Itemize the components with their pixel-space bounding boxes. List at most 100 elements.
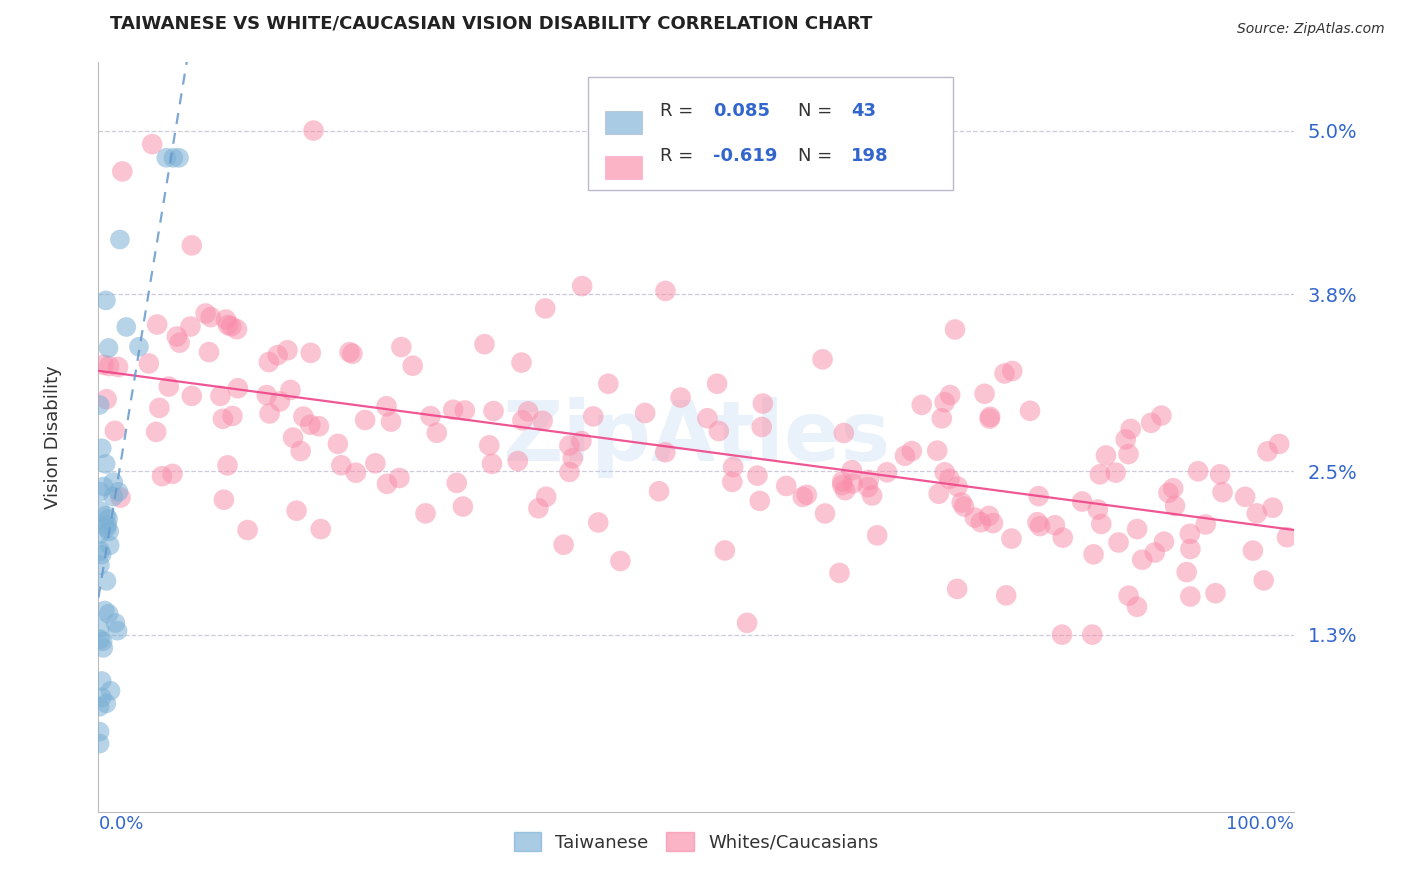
Point	[339, 345, 361, 359]
Point	[169, 335, 191, 350]
Point	[1119, 422, 1142, 436]
Point	[91, 634, 114, 648]
Text: 198: 198	[852, 147, 889, 165]
Point	[326, 437, 349, 451]
Point	[299, 417, 322, 432]
Point	[582, 409, 605, 424]
Point	[977, 508, 1000, 523]
Point	[860, 489, 883, 503]
Point	[811, 352, 834, 367]
Point	[1083, 547, 1105, 561]
Point	[1052, 531, 1074, 545]
Point	[97, 512, 120, 526]
Point	[1001, 364, 1024, 378]
Point	[1026, 515, 1049, 529]
Point	[943, 322, 966, 336]
Text: N =: N =	[797, 147, 838, 165]
Text: Source: ZipAtlas.com: Source: ZipAtlas.com	[1237, 22, 1385, 37]
Text: R =: R =	[661, 103, 699, 120]
Point	[841, 463, 863, 477]
Point	[831, 475, 853, 489]
Point	[1029, 519, 1052, 533]
Point	[1234, 490, 1257, 504]
Point	[110, 491, 132, 505]
Point	[96, 574, 118, 588]
Point	[90, 690, 112, 705]
Point	[98, 538, 121, 552]
Point	[938, 472, 960, 486]
Point	[934, 466, 956, 480]
Point	[104, 615, 127, 630]
Point	[979, 409, 1001, 424]
FancyBboxPatch shape	[589, 78, 953, 190]
Point	[814, 507, 837, 521]
Point	[696, 411, 718, 425]
Point	[654, 445, 676, 459]
Point	[96, 392, 118, 407]
Point	[953, 500, 976, 514]
Point	[269, 394, 291, 409]
FancyBboxPatch shape	[605, 111, 643, 134]
Point	[1043, 518, 1066, 533]
Point	[107, 624, 129, 638]
Point	[1126, 522, 1149, 536]
Point	[927, 443, 949, 458]
Point	[98, 359, 121, 373]
Point	[1178, 526, 1201, 541]
Point	[1204, 586, 1226, 600]
Point	[93, 603, 115, 617]
Text: 0.085: 0.085	[713, 103, 769, 120]
Point	[950, 495, 973, 509]
Point	[89, 398, 111, 412]
Point	[856, 480, 879, 494]
Point	[89, 484, 111, 499]
Point	[226, 322, 249, 336]
Point	[115, 320, 138, 334]
Point	[89, 632, 111, 647]
Point	[571, 434, 593, 449]
Point	[1275, 530, 1298, 544]
Point	[478, 438, 501, 452]
Point	[90, 504, 112, 518]
Point	[162, 467, 184, 481]
Point	[973, 386, 995, 401]
Point	[832, 425, 855, 440]
Point	[828, 566, 851, 580]
Point	[451, 500, 474, 514]
Point	[901, 444, 924, 458]
Point	[285, 503, 308, 517]
Point	[1261, 500, 1284, 515]
Text: TAIWANESE VS WHITE/CAUCASIAN VISION DISABILITY CORRELATION CHART: TAIWANESE VS WHITE/CAUCASIAN VISION DISA…	[111, 14, 873, 32]
Point	[1180, 590, 1202, 604]
Point	[939, 388, 962, 402]
Point	[928, 487, 950, 501]
Point	[721, 460, 744, 475]
Point	[911, 398, 934, 412]
Point	[375, 476, 398, 491]
Point	[198, 345, 221, 359]
Point	[221, 409, 243, 423]
Point	[553, 538, 575, 552]
Point	[94, 508, 117, 523]
Point	[194, 306, 217, 320]
Point	[654, 284, 676, 298]
Point	[834, 483, 856, 498]
Point	[1150, 409, 1173, 423]
Point	[97, 607, 120, 621]
Point	[166, 329, 188, 343]
Point	[858, 473, 880, 487]
Point	[841, 476, 863, 491]
Point	[276, 343, 298, 358]
Point	[531, 414, 554, 428]
Point	[215, 312, 238, 326]
Point	[138, 356, 160, 370]
Point	[90, 548, 112, 562]
Point	[309, 522, 332, 536]
Point	[558, 465, 581, 479]
Point	[388, 471, 411, 485]
Point	[212, 412, 235, 426]
Point	[714, 543, 737, 558]
Point	[90, 441, 112, 455]
Point	[257, 355, 280, 369]
Point	[354, 413, 377, 427]
